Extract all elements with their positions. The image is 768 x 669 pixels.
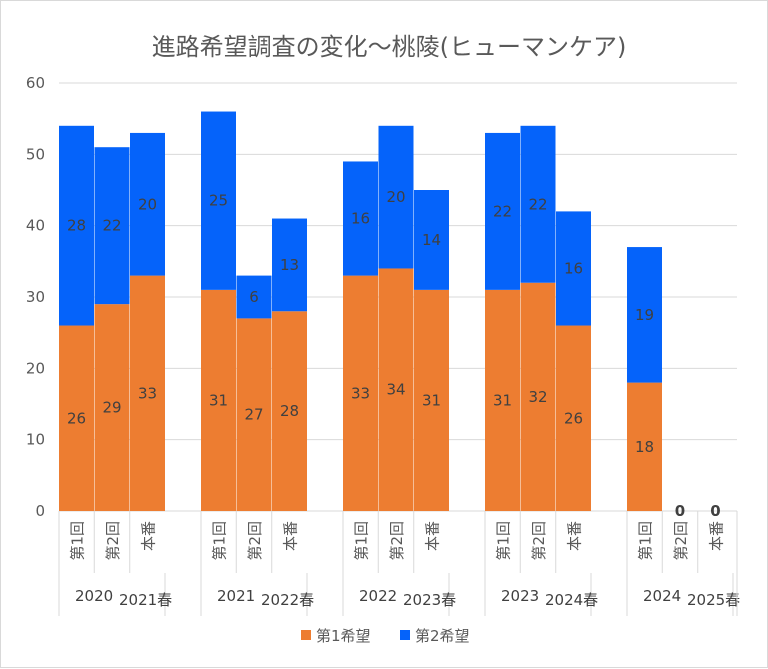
bar-first-choice <box>556 325 591 511</box>
bar-second-choice <box>627 247 662 383</box>
bar-first-choice <box>94 304 130 511</box>
bar-first-choice <box>378 268 414 511</box>
bar-second-choice <box>272 218 307 312</box>
data-label-second-choice: 22 <box>528 195 547 213</box>
data-label-first-choice: 26 <box>67 409 86 427</box>
data-label-second-choice: 20 <box>386 188 405 206</box>
category-label: 本番 <box>424 521 442 551</box>
category-label: 第1回 <box>637 521 655 561</box>
bar-second-choice <box>201 111 236 290</box>
data-label-first-choice: 33 <box>351 384 370 402</box>
category-label: 第1回 <box>211 521 229 561</box>
category-label: 第2回 <box>388 521 406 561</box>
y-tick-label: 10 <box>26 431 45 449</box>
bar-first-choice <box>627 382 662 511</box>
bar-second-choice <box>59 125 94 326</box>
data-label-first-choice: 18 <box>635 438 654 456</box>
y-tick-label: 50 <box>26 145 45 163</box>
category-label: 第1回 <box>353 521 371 561</box>
data-label-second-choice: 16 <box>564 259 583 277</box>
group-label-year: 2023 <box>501 587 539 605</box>
data-label-second-choice: 13 <box>280 256 299 274</box>
data-label-first-choice: 29 <box>102 399 121 417</box>
group-label-spring: 2025春 <box>687 591 740 609</box>
data-label-second-choice: 16 <box>351 210 370 228</box>
category-label: 第1回 <box>495 521 513 561</box>
bar-second-choice <box>485 132 520 290</box>
data-label-second-choice: 14 <box>422 231 441 249</box>
data-labels: 26 28 29 22 33 20 31 25 27 6 28 13 33 16 34 20 31 14 31 22 3… <box>67 188 721 520</box>
data-label-second-choice: 25 <box>209 192 228 210</box>
y-tick-label: 30 <box>26 288 45 306</box>
data-label-second-choice: 20 <box>138 195 157 213</box>
group-label-spring: 2024春 <box>545 591 598 609</box>
group-label-spring: 2022春 <box>261 591 314 609</box>
data-label-zero: 0 <box>675 502 685 520</box>
data-label-second-choice: 19 <box>635 306 654 324</box>
bar-second-choice <box>414 190 449 290</box>
group-label-year: 2024 <box>643 587 681 605</box>
data-label-zero: 0 <box>710 502 720 520</box>
legend-swatch <box>400 630 410 640</box>
bar-second-choice <box>236 275 272 319</box>
legend-label: 第1希望 <box>316 627 371 645</box>
category-label: 第2回 <box>246 521 264 561</box>
data-label-first-choice: 26 <box>564 409 583 427</box>
bar-second-choice <box>94 147 130 305</box>
y-axis-ticks: 0 10 20 30 40 50 60 <box>26 74 45 520</box>
chart-title: 進路希望調査の変化～桃陵(ヒューマンケア) <box>152 33 627 61</box>
category-label: 第2回 <box>672 521 690 561</box>
bar-first-choice <box>414 289 449 511</box>
category-label: 第2回 <box>530 521 548 561</box>
y-tick-label: 20 <box>26 359 45 377</box>
bar-second-choice <box>378 125 414 269</box>
category-label: 本番 <box>140 521 158 551</box>
bar-second-choice <box>130 132 165 276</box>
data-label-second-choice: 28 <box>67 217 86 235</box>
data-label-first-choice: 31 <box>493 391 512 409</box>
bar-second-choice <box>520 125 556 283</box>
data-label-second-choice: 6 <box>249 288 259 306</box>
bar-second-choice <box>556 211 591 326</box>
category-label: 第1回 <box>69 521 87 561</box>
category-label: 第2回 <box>104 521 122 561</box>
data-label-second-choice: 22 <box>493 202 512 220</box>
bar-first-choice <box>485 289 520 511</box>
bar-first-choice <box>59 325 94 511</box>
bar-second-choice <box>343 161 378 276</box>
legend-swatch <box>301 630 311 640</box>
bar-first-choice <box>520 282 556 511</box>
group-label-year: 2022 <box>359 587 397 605</box>
bar-first-choice <box>343 275 378 511</box>
bar-first-choice <box>201 289 236 511</box>
group-label-year: 2020 <box>75 587 113 605</box>
y-tick-label: 60 <box>26 74 45 92</box>
data-label-second-choice: 22 <box>102 217 121 235</box>
legend: 第1希望 第2希望 <box>301 627 470 645</box>
y-tick-label: 0 <box>35 502 45 520</box>
bar-first-choice <box>236 318 272 511</box>
data-label-first-choice: 27 <box>244 406 263 424</box>
data-label-first-choice: 34 <box>386 381 405 399</box>
group-label-year: 2021 <box>217 587 255 605</box>
bar-first-choice <box>130 275 165 511</box>
data-label-first-choice: 33 <box>138 384 157 402</box>
category-label: 本番 <box>708 521 726 551</box>
legend-label: 第2希望 <box>415 627 470 645</box>
data-label-first-choice: 31 <box>209 391 228 409</box>
data-label-first-choice: 31 <box>422 391 441 409</box>
bar-first-choice <box>272 311 307 511</box>
category-label: 本番 <box>282 521 300 551</box>
category-label: 本番 <box>566 521 584 551</box>
y-tick-label: 40 <box>26 217 45 235</box>
data-label-first-choice: 32 <box>528 388 547 406</box>
bars <box>59 111 662 511</box>
data-label-first-choice: 28 <box>280 402 299 420</box>
group-label-spring: 2021春 <box>119 591 172 609</box>
group-label-spring: 2023春 <box>403 591 456 609</box>
